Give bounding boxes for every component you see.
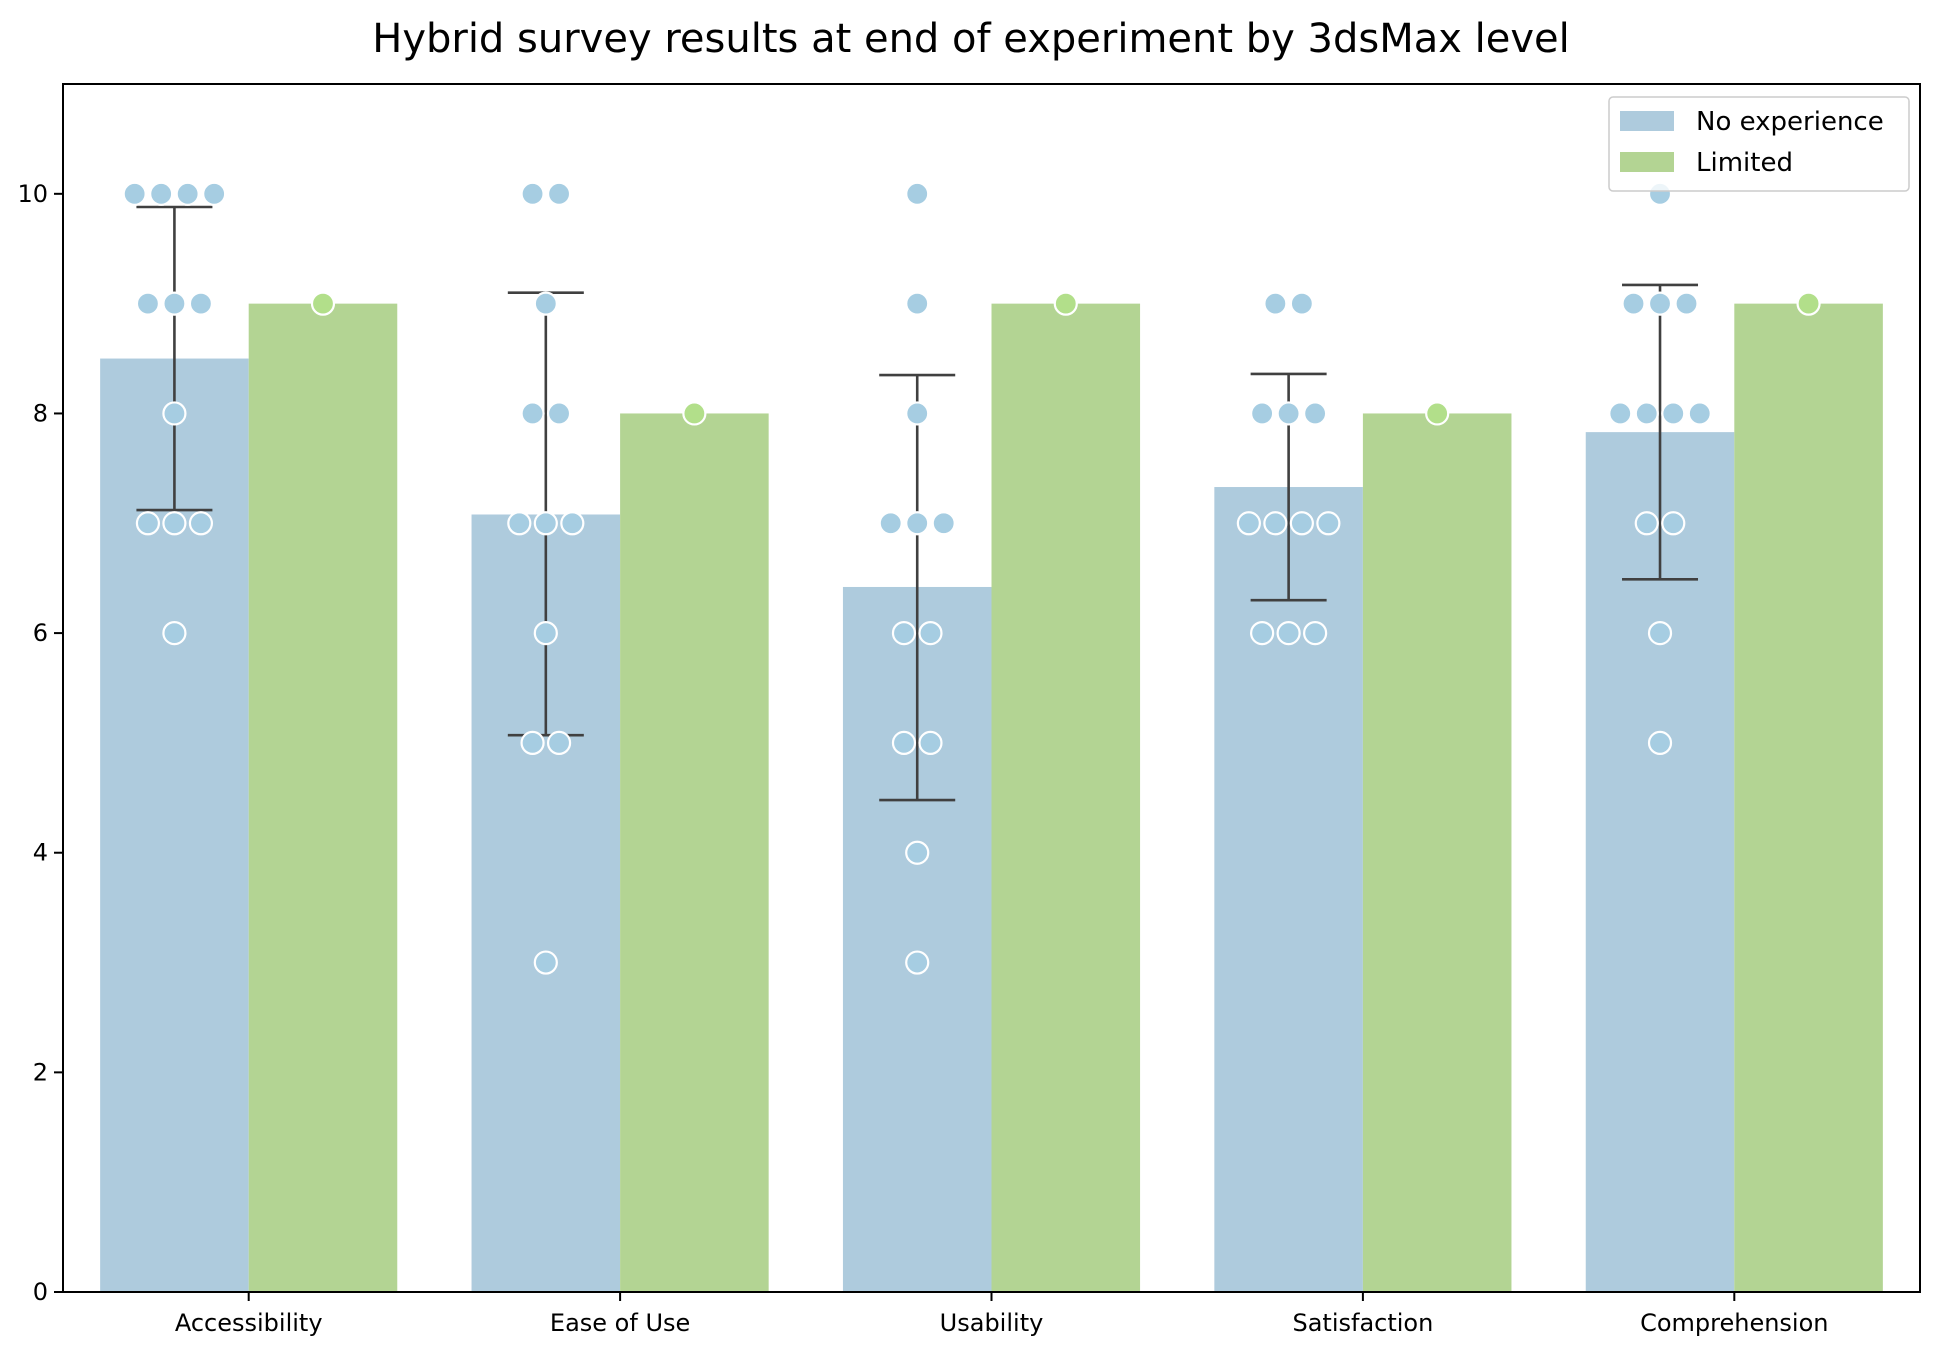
data-point-no-experience-ease-of-use: [546, 730, 572, 756]
data-point-no-experience-satisfaction: [1250, 401, 1275, 426]
data-point-no-experience-ease-of-use: [520, 181, 545, 206]
data-point-no-experience-comprehension: [1608, 401, 1633, 426]
axes-layer: 0 2 4 6 8 10 Accessibility Ease of Use Usability…: [17, 83, 1921, 1337]
data-point-limited-accessibility: [310, 291, 336, 316]
data-point-no-experience-comprehension: [1661, 511, 1686, 536]
data-point-no-experience-satisfaction: [1289, 511, 1314, 536]
y-tick-label: 2: [33, 1058, 48, 1086]
legend-swatch-limited: [1620, 152, 1674, 172]
data-point-no-experience-accessibility: [175, 181, 200, 206]
data-point-no-experience-comprehension: [1647, 730, 1673, 756]
bar-no-experience-satisfaction: [1214, 487, 1363, 1292]
data-point-no-experience-usability: [905, 511, 930, 536]
data-point-no-experience-satisfaction: [1236, 511, 1261, 536]
bar-limited-usability: [991, 303, 1141, 1292]
data-point-no-experience-usability: [905, 181, 930, 206]
bar-limited-satisfaction: [1362, 413, 1512, 1292]
legend-label-no-experience: No experience: [1696, 107, 1884, 137]
data-point-no-experience-accessibility: [188, 291, 214, 316]
data-point-no-experience-comprehension: [1634, 511, 1659, 536]
data-point-no-experience-comprehension: [1647, 291, 1673, 316]
legend: No experience Limited: [1608, 96, 1910, 192]
data-point-no-experience-ease-of-use: [546, 401, 572, 426]
data-point-no-experience-accessibility: [162, 401, 187, 426]
data-point-no-experience-ease-of-use: [533, 950, 558, 975]
x-tick-label-satisfaction: Satisfaction: [1292, 1309, 1433, 1337]
data-point-no-experience-ease-of-use: [546, 181, 572, 206]
data-point-no-experience-ease-of-use: [533, 620, 558, 646]
bars-layer: [100, 303, 1883, 1293]
legend-label-limited: Limited: [1696, 148, 1793, 178]
y-tick-label: 4: [33, 839, 48, 867]
data-point-no-experience-accessibility: [162, 620, 187, 646]
data-point-limited-comprehension: [1796, 291, 1821, 316]
bar-limited-comprehension: [1734, 303, 1883, 1292]
data-point-no-experience-usability: [891, 620, 917, 646]
data-point-no-experience-comprehension: [1634, 401, 1659, 426]
data-point-limited-satisfaction: [1425, 401, 1450, 426]
data-points-layer: [122, 181, 1821, 975]
data-point-no-experience-satisfaction: [1303, 401, 1328, 426]
data-point-no-experience-satisfaction: [1263, 511, 1288, 536]
data-point-no-experience-comprehension: [1647, 620, 1673, 646]
data-point-no-experience-usability: [905, 401, 930, 426]
data-point-no-experience-satisfaction: [1289, 291, 1314, 316]
data-point-no-experience-comprehension: [1674, 291, 1699, 316]
x-tick-label-comprehension: Comprehension: [1640, 1309, 1828, 1337]
data-point-no-experience-satisfaction: [1316, 511, 1341, 536]
data-point-no-experience-usability: [918, 730, 943, 756]
chart-title: Hybrid survey results at end of experime…: [372, 16, 1570, 62]
data-point-no-experience-usability: [891, 730, 917, 756]
data-point-no-experience-ease-of-use: [533, 291, 558, 316]
data-point-no-experience-comprehension: [1661, 401, 1686, 426]
data-point-no-experience-accessibility: [149, 181, 174, 206]
data-point-no-experience-accessibility: [162, 291, 187, 316]
data-point-no-experience-comprehension: [1687, 401, 1712, 426]
bar-limited-ease-of-use: [620, 413, 769, 1292]
data-point-no-experience-accessibility: [135, 511, 161, 536]
data-point-no-experience-usability: [905, 840, 930, 865]
data-point-no-experience-ease-of-use: [520, 401, 545, 426]
data-point-limited-usability: [1053, 291, 1078, 316]
data-point-no-experience-ease-of-use: [507, 511, 532, 536]
data-point-no-experience-comprehension: [1621, 291, 1646, 316]
legend-frame: [1608, 96, 1910, 192]
data-point-no-experience-accessibility: [122, 181, 147, 206]
data-point-no-experience-satisfaction: [1276, 620, 1301, 646]
data-point-no-experience-accessibility: [188, 511, 214, 536]
data-point-no-experience-usability: [931, 511, 956, 536]
data-point-no-experience-satisfaction: [1263, 291, 1288, 316]
data-point-no-experience-usability: [905, 950, 930, 975]
data-point-no-experience-accessibility: [202, 181, 227, 206]
data-point-no-experience-accessibility: [162, 511, 187, 536]
data-point-no-experience-satisfaction: [1250, 620, 1275, 646]
data-point-no-experience-usability: [878, 511, 903, 536]
data-point-no-experience-ease-of-use: [533, 511, 558, 536]
legend-swatch-no-experience: [1620, 111, 1674, 131]
y-tick-label: 8: [33, 399, 48, 427]
data-point-no-experience-satisfaction: [1303, 620, 1328, 646]
x-tick-label-ease-of-use: Ease of Use: [550, 1309, 690, 1337]
y-tick-label: 10: [17, 180, 48, 208]
data-point-no-experience-satisfaction: [1276, 401, 1301, 426]
data-point-no-experience-ease-of-use: [520, 730, 545, 756]
data-point-no-experience-ease-of-use: [560, 511, 585, 536]
data-point-no-experience-usability: [905, 291, 930, 316]
y-tick-label: 0: [33, 1278, 48, 1306]
y-tick-label: 6: [33, 619, 48, 647]
data-point-limited-ease-of-use: [682, 401, 707, 426]
x-tick-label-accessibility: Accessibility: [175, 1309, 323, 1337]
data-point-no-experience-accessibility: [135, 291, 161, 316]
data-point-no-experience-usability: [918, 620, 943, 646]
bar-limited-accessibility: [248, 303, 398, 1292]
x-tick-label-usability: Usability: [940, 1309, 1044, 1337]
